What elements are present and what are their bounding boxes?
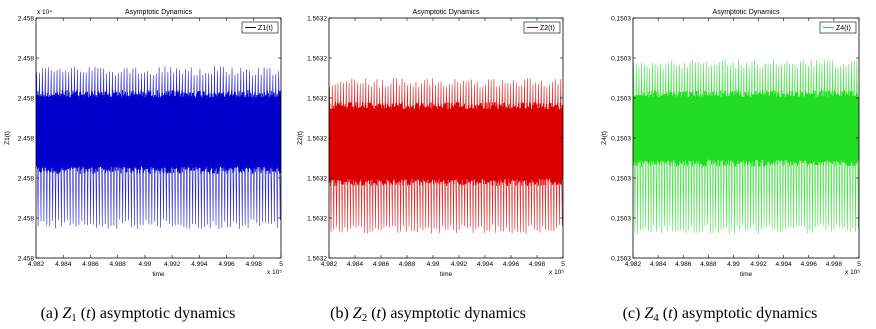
x-axis-label: time: [152, 271, 165, 278]
x-tick-label: 4.99: [427, 261, 440, 268]
y-tick-label: 2.458: [18, 15, 35, 22]
x-tick-label: 4.982: [28, 261, 45, 268]
x-tick-label: 4.99: [727, 261, 740, 268]
chart-panel-3: 4.982 4.984 4.986 4.988 4.99 4.992 4.994 4.996 4…: [601, 9, 861, 278]
x-axis-multiplier: x 10⁵: [549, 269, 564, 276]
x-tick-label: 4.982: [625, 261, 642, 268]
x-tick-label: 4.998: [246, 261, 263, 268]
y-tick-label: 1.5632: [307, 95, 327, 102]
y-tick-label: 0.1503: [611, 55, 631, 62]
y-axis-multiplier: x 10⁴: [37, 9, 52, 16]
subfigure-caption: (b) Z2 (t) asymptotic dynamics: [330, 305, 526, 324]
chart-title: Asymptotic Dynamics: [713, 9, 780, 16]
y-axis-label: Z1(t): [4, 131, 11, 145]
x-tick-label: 4.996: [218, 261, 235, 268]
x-tick-label: 4.988: [110, 261, 127, 268]
x-tick-label: 4.998: [826, 261, 843, 268]
subfigure-caption: (a) Z1 (t) asymptotic dynamics: [41, 305, 236, 324]
legend-label: Z1(t): [258, 25, 273, 32]
x-axis-multiplier: x 10⁵: [845, 269, 860, 276]
y-tick-label: 1.5632: [307, 175, 327, 182]
y-tick-label: 2.458: [18, 95, 35, 102]
x-tick-label: 4.986: [373, 261, 390, 268]
x-tick-label: 4.996: [503, 261, 520, 268]
y-tick-label: 2.458: [18, 215, 35, 222]
chart-panel-2: 4.982 4.984 4.986 4.988 4.99 4.992 4.994 4.996 4…: [297, 9, 565, 278]
chart-panel-1: 4.982 4.984 4.986 4.988 4.99 4.992 4.994 4.996 4…: [4, 9, 283, 278]
legend-box: [523, 21, 561, 34]
x-tick-label: 4.992: [451, 261, 468, 268]
chart-title: Asymptotic Dynamics: [125, 9, 192, 16]
x-axis-label: time: [740, 271, 753, 278]
y-tick-label: 2.458: [18, 135, 35, 142]
y-tick-label: 1.5632: [307, 55, 327, 62]
x-tick-label: 4.99: [139, 261, 152, 268]
y-tick-label: 2.458: [18, 175, 35, 182]
x-tick-label: 5: [279, 261, 283, 268]
y-tick-label: 0.1503: [611, 135, 631, 142]
y-tick-label: 1.5632: [307, 15, 327, 22]
series-Z4(t): [633, 59, 859, 234]
x-tick-label: 4.986: [675, 261, 692, 268]
y-tick-label: 0.1503: [611, 215, 631, 222]
series-Z2(t): [329, 78, 563, 234]
x-tick-label: 5: [857, 261, 861, 268]
legend-label: Z2(t): [540, 25, 555, 32]
series-core-trace: [329, 102, 563, 187]
x-tick-label: 5: [561, 261, 565, 268]
y-tick-label: 2.458: [18, 255, 35, 262]
y-tick-label: 0.1503: [611, 95, 631, 102]
y-axis-label: Z4(t): [601, 131, 608, 145]
y-tick-label: 1.5632: [307, 255, 327, 262]
series-core-trace: [633, 90, 859, 167]
x-tick-label: 4.998: [529, 261, 546, 268]
subfigure-caption: (c) Z4 (t) asymptotic dynamics: [623, 305, 818, 324]
x-tick-label: 4.992: [164, 261, 181, 268]
x-tick-label: 4.988: [700, 261, 717, 268]
x-tick-label: 4.984: [347, 261, 364, 268]
legend: Z2(t): [523, 21, 561, 34]
x-tick-label: 4.982: [321, 261, 338, 268]
legend-box: [241, 21, 279, 34]
x-tick-label: 4.994: [191, 261, 208, 268]
y-tick-label: 0.1503: [611, 255, 631, 262]
chart-title: Asymptotic Dynamics: [413, 9, 480, 16]
y-tick-label: 2.458: [18, 55, 35, 62]
x-tick-label: 4.984: [55, 261, 72, 268]
legend-label: Z4(t): [836, 25, 851, 32]
y-axis-label: Z2(t): [297, 131, 304, 145]
x-tick-label: 4.986: [82, 261, 99, 268]
y-tick-label: 0.1503: [611, 15, 631, 22]
legend: Z4(t): [819, 21, 857, 34]
x-axis-multiplier: x 10⁵: [267, 269, 282, 276]
x-tick-label: 4.994: [776, 261, 793, 268]
x-tick-label: 4.992: [750, 261, 767, 268]
y-tick-label: 1.5632: [307, 215, 327, 222]
x-tick-label: 4.994: [477, 261, 494, 268]
x-tick-label: 4.984: [650, 261, 667, 268]
y-tick-label: 0.1503: [611, 175, 631, 182]
legend: Z1(t): [241, 21, 279, 34]
x-axis-label: time: [440, 271, 453, 278]
series-core-trace: [36, 90, 281, 174]
x-tick-label: 4.988: [399, 261, 416, 268]
x-tick-label: 4.996: [801, 261, 818, 268]
legend-box: [819, 21, 857, 34]
series-Z1(t): [36, 66, 281, 230]
y-tick-label: 1.5632: [307, 135, 327, 142]
